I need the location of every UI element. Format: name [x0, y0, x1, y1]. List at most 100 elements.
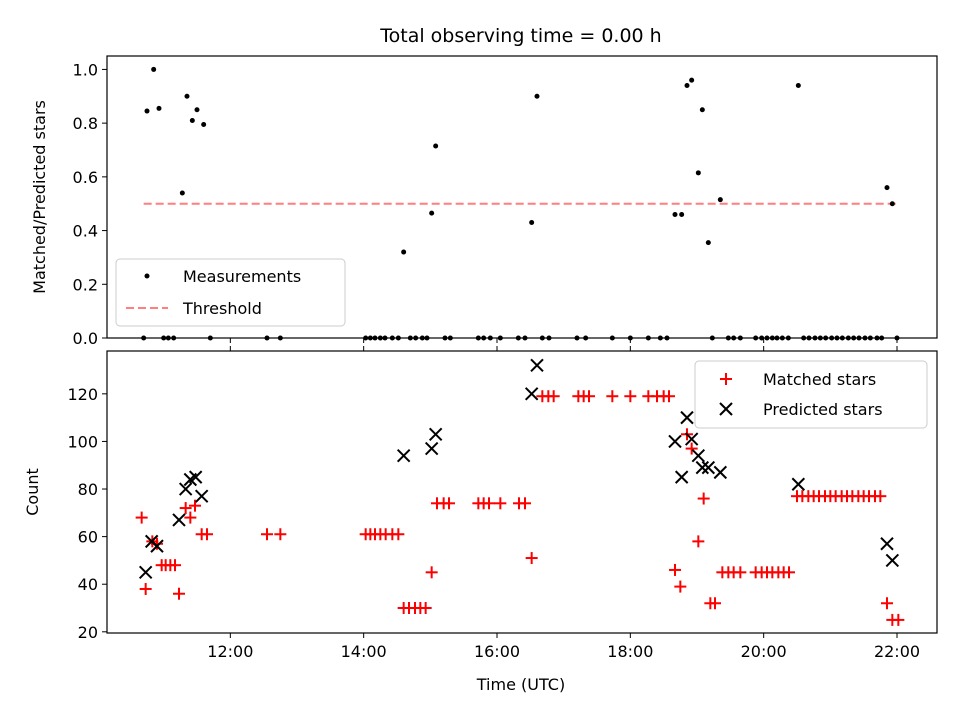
- predicted-star-point: [396, 449, 411, 463]
- bottom-xtick-label: 20:00: [741, 642, 787, 661]
- predicted-star-point: [178, 482, 193, 496]
- bottom-xtick-label: 12:00: [207, 642, 253, 661]
- bottom-panel-frame: [106, 350, 938, 634]
- bottom-xtick-label: 14:00: [341, 642, 387, 661]
- matched-star-point: [425, 566, 438, 579]
- matched-star-point: [494, 497, 507, 510]
- legend-matched-label: Matched stars: [763, 370, 876, 389]
- predicted-star-point: [674, 470, 689, 484]
- predicted-star-point: [424, 441, 439, 456]
- top-ytick-label: 0.0: [73, 329, 98, 348]
- measurement-point: [156, 105, 162, 111]
- matched-star-point: [685, 442, 698, 455]
- bottom-ytick-label: 80: [78, 480, 98, 499]
- matched-star-point: [173, 587, 185, 600]
- top-legend-box: [115, 258, 346, 327]
- matched-star-point: [419, 602, 432, 615]
- matched-star-point: [874, 490, 887, 503]
- predicted-star-point: [188, 470, 203, 484]
- matched-star-point: [669, 563, 681, 576]
- measurement-point: [429, 210, 435, 216]
- measurement-point: [184, 93, 190, 99]
- legend-threshold-label: Threshold: [182, 299, 262, 318]
- legend-measurements-marker: [144, 273, 150, 279]
- measurement-point: [401, 249, 407, 255]
- measurement-point: [689, 77, 695, 83]
- matched-star-point: [606, 390, 619, 403]
- measurement-point: [717, 197, 723, 203]
- measurement-point: [705, 240, 711, 246]
- top-panel-ylabel: Matched/Predicted stars: [30, 100, 49, 294]
- bottom-xtick-label: 18:00: [607, 642, 653, 661]
- matched-star-point: [201, 528, 213, 541]
- matched-star-point: [663, 390, 675, 403]
- matched-star-point: [519, 497, 531, 510]
- matched-star-point: [483, 497, 495, 510]
- predicted-star-point: [691, 449, 706, 463]
- measurement-point: [684, 83, 690, 89]
- legend-measurements-label: Measurements: [183, 267, 301, 286]
- bottom-xtick-label: 22:00: [874, 642, 920, 661]
- bottom-panel-ylabel: Count: [23, 468, 42, 516]
- matched-star-point: [697, 492, 710, 505]
- matched-star-point: [525, 552, 538, 565]
- measurement-point: [179, 190, 185, 196]
- matched-star-point: [624, 390, 637, 403]
- bottom-legend-box: [694, 360, 928, 429]
- measurement-point: [151, 66, 157, 72]
- top-panel-title: Total observing time = 0.00 h: [379, 25, 661, 47]
- predicted-star-point: [138, 565, 153, 580]
- predicted-star-point: [701, 460, 716, 475]
- measurement-point: [194, 107, 200, 113]
- bottom-panel: Count Time (UTC) 20 40 60 80 100 120 12:00 14:…: [23, 346, 938, 694]
- matched-star-point: [674, 580, 687, 593]
- legend-matched-marker: [720, 373, 732, 385]
- matched-star-point: [547, 390, 560, 403]
- bottom-ytick-label: 100: [67, 432, 98, 451]
- matched-star-point: [179, 502, 192, 515]
- measurement-point: [795, 83, 801, 89]
- matched-star-point: [692, 535, 705, 548]
- matched-star-point: [139, 582, 152, 595]
- predicted-star-point: [680, 410, 694, 425]
- measurement-point: [695, 170, 701, 176]
- measurement-point: [201, 121, 207, 127]
- measurement-point: [699, 107, 705, 113]
- matched-star-point: [169, 559, 181, 572]
- bottom-panel-xlabel: Time (UTC): [476, 675, 565, 694]
- measurement-point: [144, 108, 150, 114]
- predicted-star-point: [668, 434, 682, 449]
- measurement-point: [529, 220, 535, 226]
- matched-star-point: [734, 566, 747, 579]
- matched-star-point: [709, 597, 721, 610]
- measurement-point: [672, 211, 678, 217]
- top-ytick-label: 0.6: [73, 168, 98, 187]
- predicted-star-point: [885, 553, 900, 568]
- predicted-star-point: [684, 432, 699, 446]
- matched-star-point: [392, 528, 405, 541]
- predicted-star-point: [150, 539, 164, 553]
- legend-predicted-label: Predicted stars: [763, 400, 883, 419]
- measurement-point: [189, 117, 195, 123]
- top-panel: Total observing time = 0.00 h Matched/Pr…: [30, 25, 938, 348]
- matched-star-point: [189, 499, 201, 512]
- measurement-point: [534, 93, 540, 99]
- top-ytick-label: 1.0: [73, 60, 98, 79]
- matched-star-point: [135, 511, 148, 524]
- predicted-star-point: [695, 460, 710, 475]
- bottom-ytick-label: 40: [78, 575, 98, 594]
- predicted-star-point: [791, 477, 806, 491]
- top-ytick-label: 0.8: [73, 114, 98, 133]
- predicted-star-point: [524, 387, 539, 401]
- predicted-star-point: [194, 489, 209, 503]
- legend-predicted-marker: [719, 402, 733, 416]
- top-panel-legend: Measurements Threshold: [115, 258, 346, 327]
- measurement-point: [884, 185, 890, 191]
- top-panel-frame: [106, 55, 938, 339]
- matched-star-point: [881, 597, 893, 610]
- bottom-xtick-label: 16:00: [474, 642, 520, 661]
- matched-star-point: [261, 528, 273, 541]
- predicted-star-point: [428, 427, 443, 441]
- matched-star-point: [892, 613, 905, 626]
